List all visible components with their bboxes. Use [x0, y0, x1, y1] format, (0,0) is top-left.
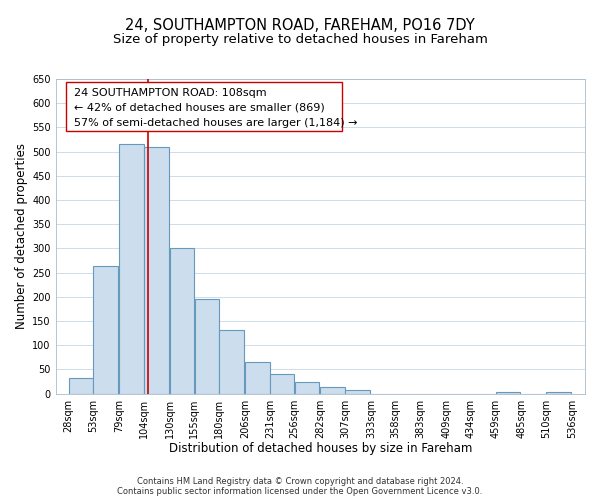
Text: 57% of semi-detached houses are larger (1,184) →: 57% of semi-detached houses are larger (…	[74, 118, 358, 128]
Bar	[245, 362, 269, 394]
Bar	[320, 387, 345, 394]
Bar	[119, 144, 144, 394]
Text: ← 42% of detached houses are smaller (869): ← 42% of detached houses are smaller (86…	[74, 103, 325, 113]
Y-axis label: Number of detached properties: Number of detached properties	[15, 144, 28, 330]
Text: Contains public sector information licensed under the Open Government Licence v3: Contains public sector information licen…	[118, 487, 482, 496]
Bar	[496, 392, 520, 394]
Text: 24, SOUTHAMPTON ROAD, FAREHAM, PO16 7DY: 24, SOUTHAMPTON ROAD, FAREHAM, PO16 7DY	[125, 18, 475, 32]
Bar	[220, 330, 244, 394]
Bar	[194, 298, 219, 394]
Bar	[345, 390, 370, 394]
Bar	[270, 374, 295, 394]
Text: Size of property relative to detached houses in Fareham: Size of property relative to detached ho…	[113, 32, 487, 46]
Text: Contains HM Land Registry data © Crown copyright and database right 2024.: Contains HM Land Registry data © Crown c…	[137, 477, 463, 486]
Bar	[144, 147, 169, 394]
FancyBboxPatch shape	[66, 82, 341, 131]
Bar	[170, 248, 194, 394]
X-axis label: Distribution of detached houses by size in Fareham: Distribution of detached houses by size …	[169, 442, 472, 455]
Text: 24 SOUTHAMPTON ROAD: 108sqm: 24 SOUTHAMPTON ROAD: 108sqm	[74, 88, 267, 98]
Bar	[295, 382, 319, 394]
Bar	[68, 378, 93, 394]
Bar	[547, 392, 571, 394]
Bar	[94, 266, 118, 394]
